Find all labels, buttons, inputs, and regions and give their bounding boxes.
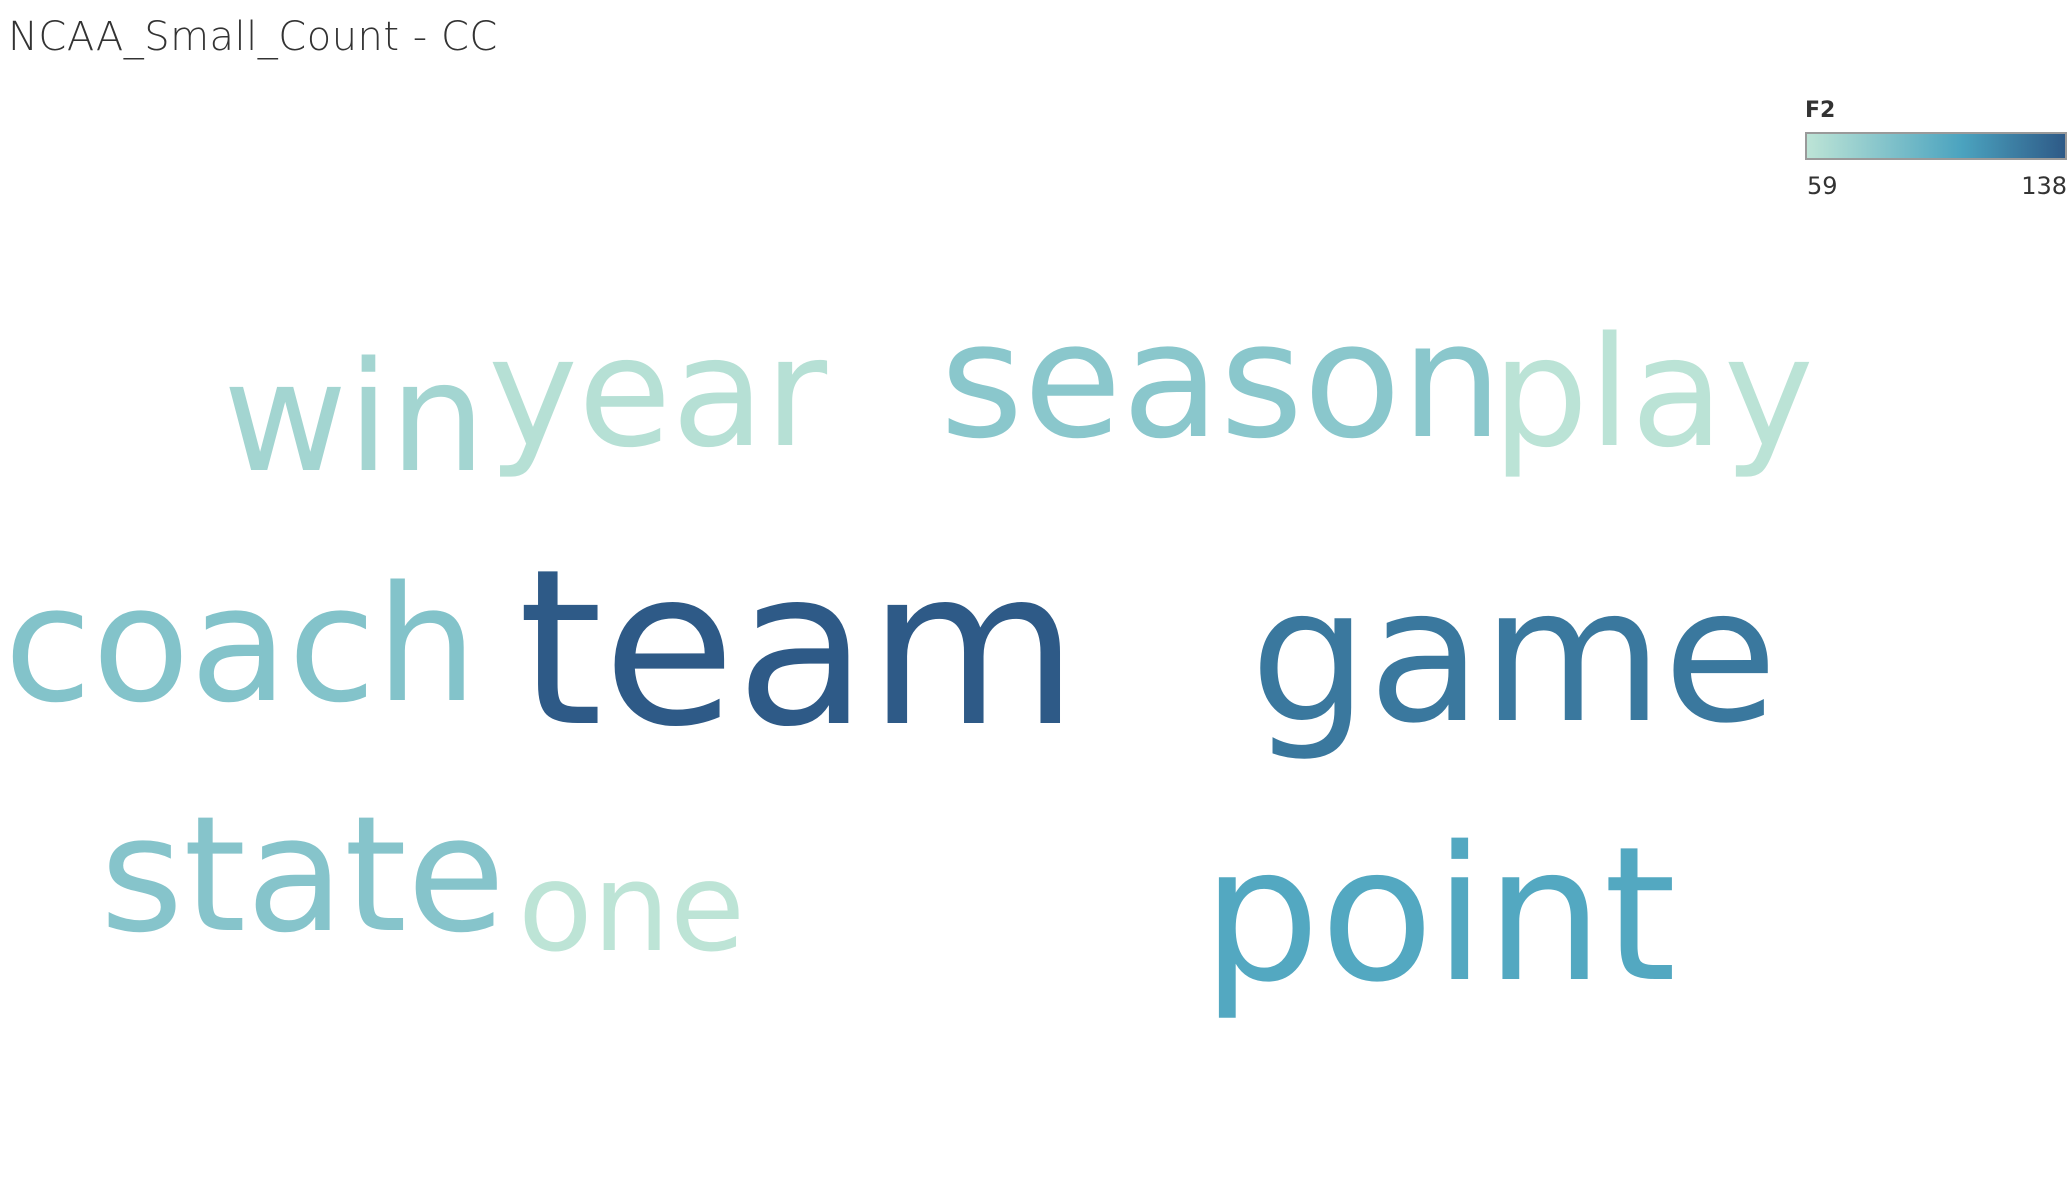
word-year[interactable]: year <box>488 304 828 481</box>
word-win[interactable]: win <box>223 329 486 506</box>
legend-color-ramp <box>1805 132 2067 160</box>
word-team[interactable]: team <box>518 523 1078 774</box>
word-season[interactable]: season <box>940 287 1503 474</box>
word-state[interactable]: state <box>100 781 505 968</box>
legend-min-label: 59 <box>1807 172 1838 200</box>
word-coach[interactable]: coach <box>4 551 477 738</box>
word-one[interactable]: one <box>518 837 745 979</box>
legend-title: F2 <box>1805 98 1836 123</box>
word-play[interactable]: play <box>1492 304 1814 481</box>
legend-max-label: 138 <box>2021 172 2067 200</box>
chart-title: NCAA_Small_Count - CC <box>8 14 498 60</box>
word-game[interactable]: game <box>1250 547 1778 764</box>
word-point[interactable]: point <box>1202 806 1676 1023</box>
color-legend: F2 59 138 <box>1803 98 2071 208</box>
